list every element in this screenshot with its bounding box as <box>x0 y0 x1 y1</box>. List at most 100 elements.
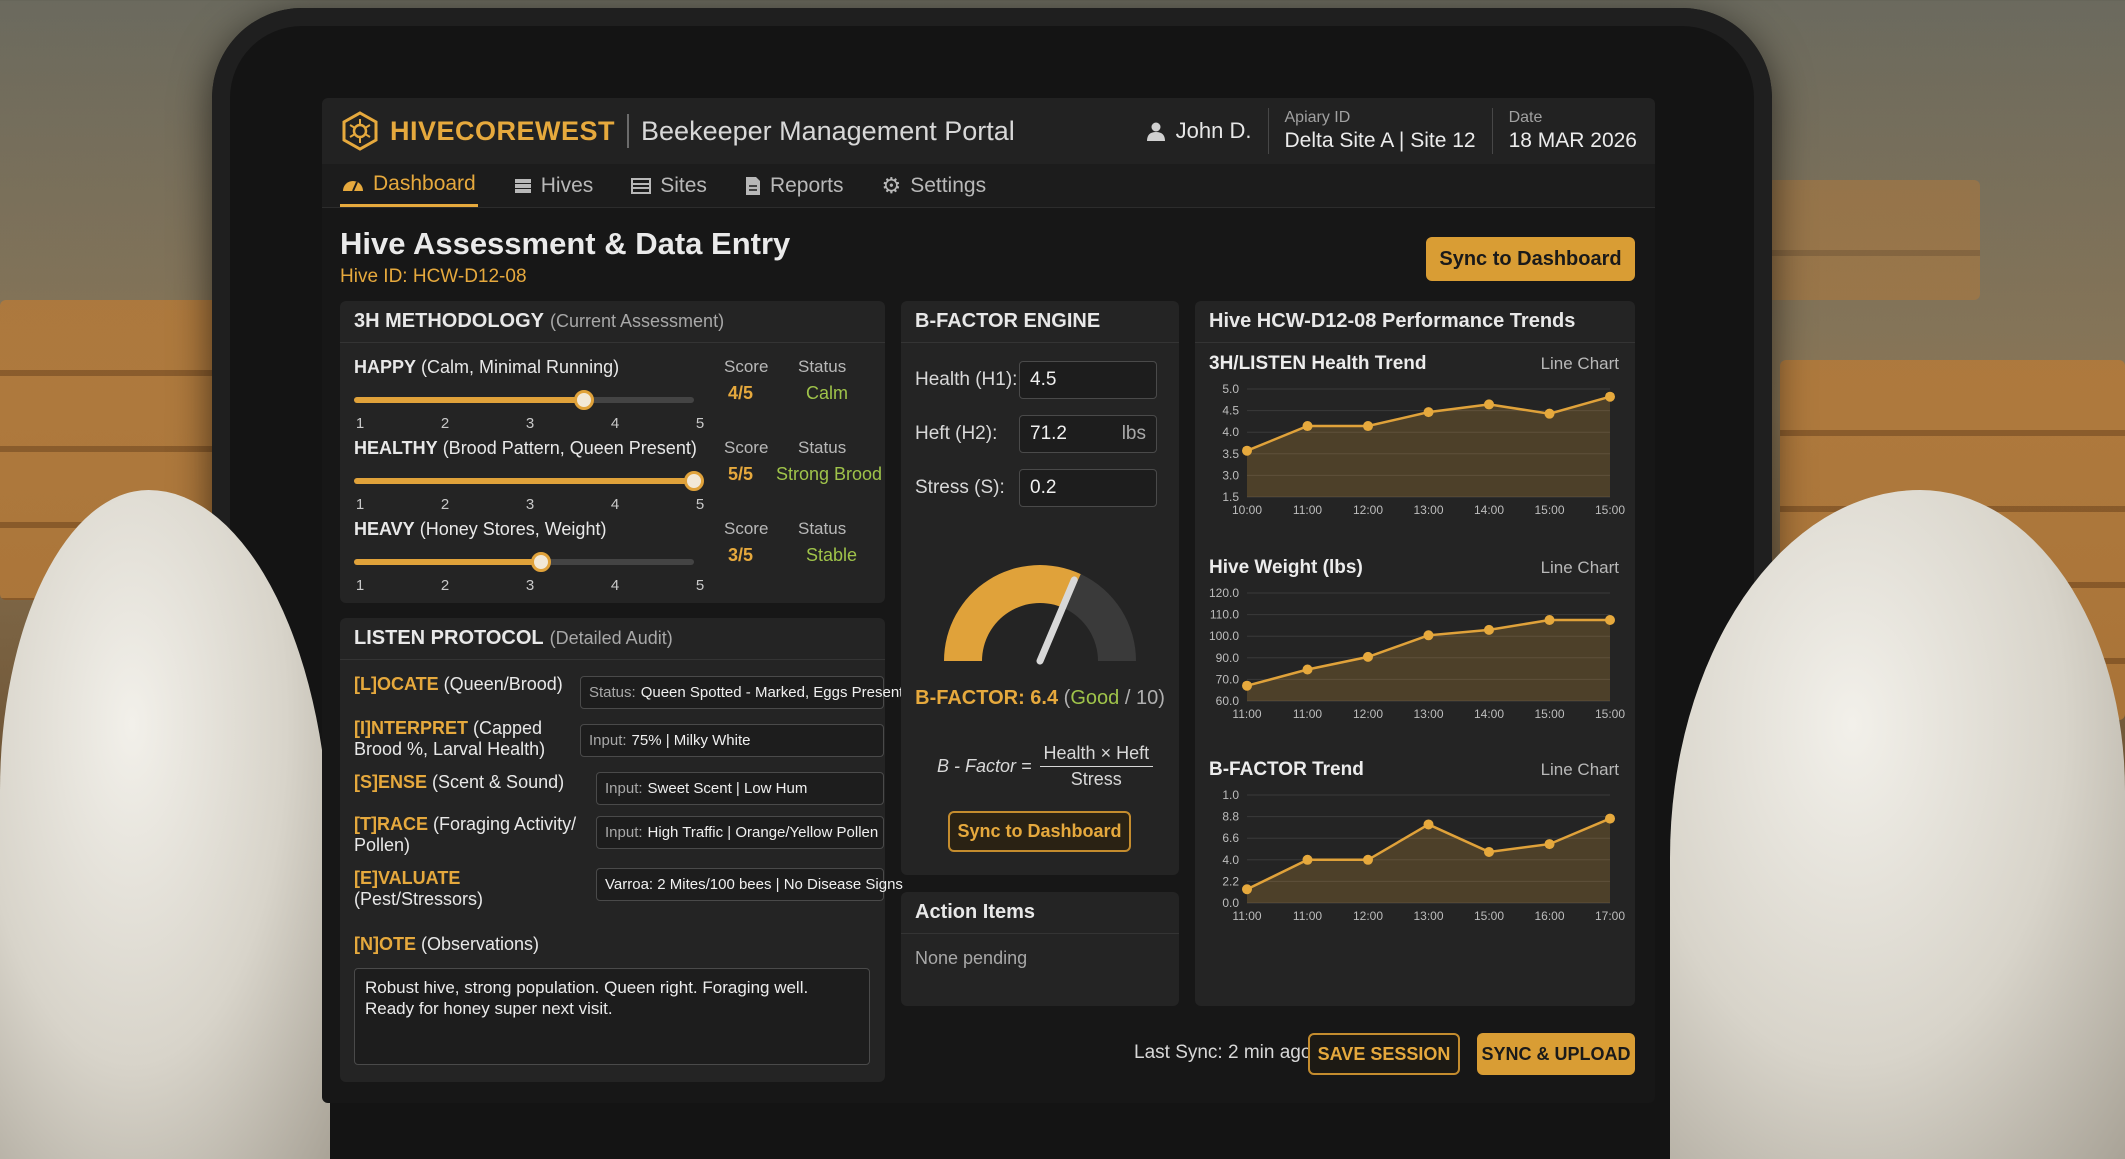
listen-desc: (Queen/Brood) <box>443 674 563 694</box>
slider-tick: 3 <box>525 577 535 594</box>
listen-row: [I]NTERPRET (Capped Brood %, Larval Heal… <box>354 718 884 762</box>
listen-subtitle: (Detailed Audit) <box>549 628 673 648</box>
y-tick-label: 120.0 <box>1209 586 1239 600</box>
weight-trend-chart: 60.0 70.0 90.0 100.0 110.0 120.0 11:00 11:00 12:… <box>1209 586 1625 721</box>
x-tick-label: 15:00 <box>1534 503 1564 517</box>
sites-icon <box>631 177 652 194</box>
nav-hives[interactable]: Hives <box>512 164 596 207</box>
slider-tick: 4 <box>610 415 620 432</box>
h3-status-value: Calm <box>806 383 849 403</box>
y-tick-label: 0.0 <box>1222 896 1239 910</box>
formula-fraction: Health × Heft Stress <box>1039 743 1154 790</box>
slider-handle[interactable] <box>531 552 551 572</box>
notes-textarea[interactable]: Robust hive, strong population. Queen ri… <box>354 968 870 1065</box>
series-area <box>1247 818 1610 903</box>
right-glove <box>1670 490 2125 1159</box>
header-divider <box>1491 108 1493 154</box>
listen-desc: (Foraging Activity/ Pollen) <box>354 814 577 855</box>
data-point <box>1242 445 1252 456</box>
h3-row-desc: (Honey Stores, Weight) <box>419 519 607 539</box>
h3-slider[interactable] <box>354 390 694 410</box>
score-label: Score <box>724 438 769 457</box>
heft-input[interactable]: 71.2 lbs <box>1019 415 1157 453</box>
listen-row: [E]VALUATE (Pest/Stressors) Varroa: 2 Mit… <box>354 868 903 912</box>
slider-tick: 2 <box>440 415 450 432</box>
h3-slider[interactable] <box>354 552 694 572</box>
bfactor-gauge <box>944 565 1136 665</box>
listen-input-value: 75% | Milky White <box>631 732 751 749</box>
data-point <box>1544 615 1555 625</box>
hives-icon <box>514 178 531 193</box>
listen-desc: (Pest/Stressors) <box>354 889 484 909</box>
chart-title-health: 3H/LISTEN Health Trend <box>1209 353 1427 374</box>
data-point <box>1484 624 1494 635</box>
x-tick-label: 15:00 <box>1534 707 1564 721</box>
h3-row: HAPPY (Calm, Minimal Running) 1 2 3 4 5 Score S… <box>354 357 884 432</box>
user-name: John D. <box>1175 118 1252 143</box>
bfactor-sync-button[interactable]: Sync to Dashboard <box>948 811 1131 852</box>
y-tick-label: 6.6 <box>1222 831 1239 845</box>
heft-label: Heft (H2): <box>915 423 998 444</box>
action-items-panel: Action Items None pending <box>901 892 1179 1006</box>
sync-dashboard-button[interactable]: Sync to Dashboard <box>1426 237 1635 281</box>
listen-input-prefix: Status: <box>589 684 636 701</box>
listen-input-prefix: Input: <box>605 824 643 841</box>
panel-header: B-FACTOR ENGINE <box>901 301 1179 343</box>
slider-tick: 5 <box>695 577 705 594</box>
h3-slider[interactable] <box>354 471 704 491</box>
nav-reports[interactable]: Reports <box>743 164 846 207</box>
bfactor-grade: Good <box>1070 687 1120 709</box>
data-point <box>1484 846 1494 857</box>
h3-methodology-panel: 3H METHODOLOGY (Current Assessment) HAPP… <box>340 301 885 603</box>
user-menu[interactable]: John D. <box>1146 118 1252 144</box>
page-title: Hive Assessment & Data Entry <box>340 226 791 261</box>
nav-label: Reports <box>769 173 844 197</box>
app-header: HIVECOREWEST Beekeeper Management Portal… <box>322 98 1655 164</box>
series-area <box>1247 620 1610 701</box>
data-point <box>1484 399 1494 410</box>
chart-type-health: Line Chart <box>1540 354 1619 373</box>
apiary-value: Delta Site A | Site 12 <box>1284 129 1476 152</box>
listen-input-value: Varroa: 2 Mites/100 bees | No Disease Si… <box>605 876 903 893</box>
h3-score-value: 5/5 <box>728 464 754 484</box>
listen-input[interactable]: Input: High Traffic | Orange/Yellow Polle… <box>596 816 884 849</box>
sync-upload-button[interactable]: SYNC & UPLOAD <box>1477 1033 1635 1075</box>
slider-tick: 5 <box>695 415 705 432</box>
y-tick-label: 3.0 <box>1222 468 1239 482</box>
chart-title-weight: Hive Weight (lbs) <box>1209 557 1363 578</box>
panel-header: 3H METHODOLOGY (Current Assessment) <box>340 301 885 343</box>
listen-input[interactable]: Status: Queen Spotted - Marked, Eggs Pres… <box>580 676 903 709</box>
data-point <box>1423 407 1434 418</box>
save-session-button[interactable]: SAVE SESSION <box>1308 1033 1460 1075</box>
nav-dashboard[interactable]: Dashboard <box>340 164 478 207</box>
h3-row-label: HEALTHY (Brood Pattern, Queen Present) <box>354 438 884 459</box>
listen-label: [E]VALUATE (Pest/Stressors) <box>354 868 588 910</box>
listen-input[interactable]: Input: 75% | Milky White <box>580 724 884 757</box>
nav-settings[interactable]: ⚙ Settings <box>879 164 988 207</box>
stress-input[interactable]: 0.2 <box>1019 469 1157 507</box>
listen-input[interactable]: Input: Sweet Scent | Low Hum <box>596 772 884 805</box>
listen-row: [L]OCATE (Queen/Brood) Status: Queen Spott… <box>354 674 903 718</box>
panel-header: Hive HCW-D12-08 Performance Trends <box>1195 301 1635 343</box>
score-label: Score <box>724 519 769 538</box>
listen-code: [L]OCATE <box>354 674 439 694</box>
y-tick-label: 70.0 <box>1216 672 1240 686</box>
listen-input[interactable]: Varroa: 2 Mites/100 bees | No Disease Si… <box>596 868 903 901</box>
listen-title: LISTEN PROTOCOL <box>354 627 544 649</box>
y-tick-label: 5.0 <box>1222 382 1239 396</box>
listen-input-prefix: Input: <box>605 780 643 797</box>
nav-sites[interactable]: Sites <box>629 164 709 207</box>
action-items-empty: None pending <box>915 948 1028 968</box>
slider-handle[interactable] <box>573 390 594 410</box>
listen-input-value: High Traffic | Orange/Yellow Pollen <box>647 824 879 841</box>
beehive-box <box>1760 180 1980 300</box>
slider-handle[interactable] <box>684 471 704 491</box>
x-tick-label: 13:00 <box>1413 707 1443 721</box>
data-point <box>1605 615 1615 625</box>
stress-value: 0.2 <box>1030 477 1057 498</box>
health-input[interactable]: 4.5 <box>1019 361 1157 399</box>
gear-icon: ⚙ <box>881 172 902 198</box>
y-tick-label: 60.0 <box>1216 694 1240 708</box>
y-tick-label: 2.2 <box>1222 874 1239 888</box>
y-tick-label: 1.5 <box>1222 490 1239 504</box>
